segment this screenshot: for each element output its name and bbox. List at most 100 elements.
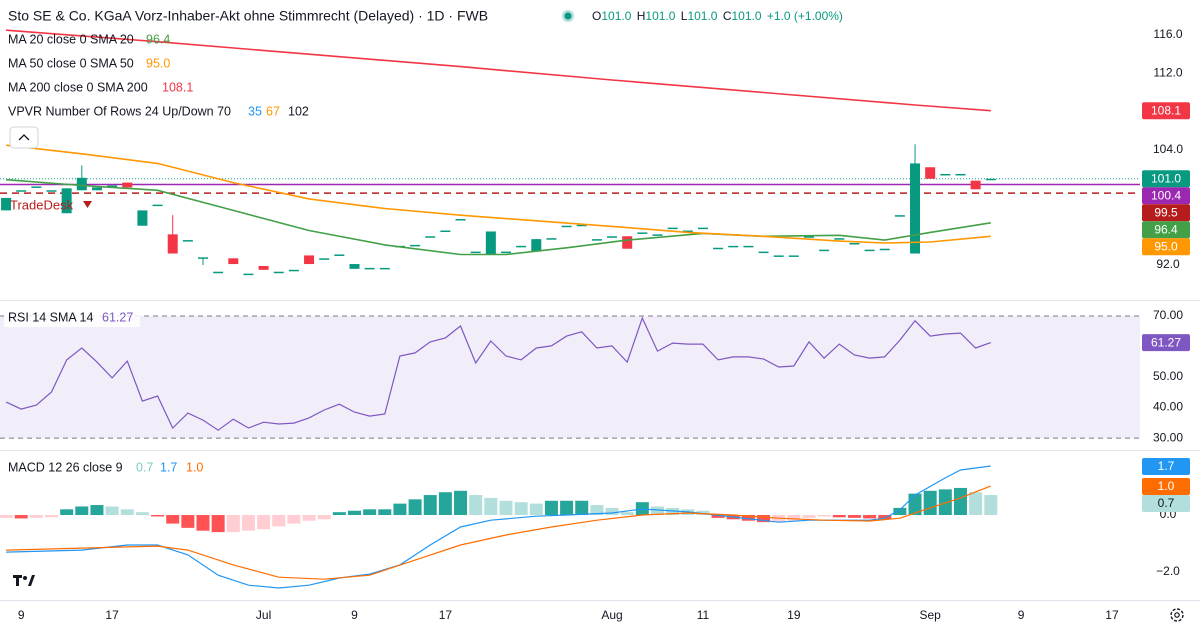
candle-body [16,190,27,192]
candle-body [576,224,587,227]
candle-body [728,245,739,248]
histogram-bar [211,515,225,533]
histogram-bar [423,495,437,516]
legend-value: 102 [288,104,309,118]
symbol-title: Sto SE & Co. KGaA Vorz-Inhaber-Akt ohne … [8,8,488,24]
rsi-line [5,316,992,431]
plot-area [0,29,1140,589]
status-dot [564,12,572,20]
candle-body [516,245,527,248]
candle-body [682,230,693,233]
ma-line [6,144,991,244]
x-tick-label: 17 [439,608,453,622]
price-badge [1142,238,1190,256]
histogram-bar [984,495,998,516]
histogram-bar [923,490,937,516]
legend-label: RSI 14 SMA 14 [8,310,94,324]
histogram-bar [438,492,452,516]
histogram-bar [151,515,165,517]
candle-body [243,273,254,276]
candle-body [288,269,299,272]
candle-body [137,210,148,226]
ohlc-value: 101.0 [732,9,762,23]
price-badge-label: 1.0 [1158,479,1175,493]
histogram-bar [893,507,907,516]
histogram-bar [605,507,619,516]
legend-backdrop [4,309,140,327]
legend-label: VPVR Number Of Rows 24 Up/Down 70 [8,104,231,118]
y-tick-label: 70.00 [1153,308,1183,322]
histogram-bar [787,515,801,521]
histogram-bar [953,487,967,516]
x-tick-label: 9 [18,608,25,622]
x-tick-label: Aug [601,608,622,622]
candle-body [61,188,72,214]
candle-body [258,265,269,270]
candle-body [622,236,633,249]
legend-label: MA 50 close 0 SMA 50 [8,56,134,70]
candle-body [607,236,618,238]
candle-body [334,254,345,256]
macd-line [6,465,991,589]
histogram-bar [650,506,664,516]
candle-body [152,204,163,207]
histogram-bar [711,515,725,518]
histogram-bar [832,515,846,518]
ohlc: O101.0 H101.0 L101.0 C101.0 +1.0 (+1.00%… [592,9,843,23]
candle-body [985,178,996,181]
histogram-bar [347,510,361,516]
x-tick-label: Sep [919,608,941,622]
candle-body [182,240,193,242]
price-badge-label: 95.0 [1154,239,1178,253]
y-tick-label: 112.0 [1153,65,1182,79]
histogram-bar [75,506,89,516]
histogram-bar [863,515,877,519]
candle-body [91,187,102,191]
logo[interactable] [10,566,38,594]
price-badge [1142,495,1190,513]
histogram-bar [560,500,574,516]
histogram-bar [408,499,422,516]
price-badge [1142,221,1190,239]
candle-body [410,244,421,247]
candle-body [500,251,511,254]
y-tick-label: 92.0 [1156,257,1180,271]
y-tick-label: 40.00 [1153,400,1183,414]
histogram-bar [499,500,513,516]
histogram-bar [802,515,816,518]
price-badge [1142,204,1190,222]
collapse-button[interactable] [9,126,39,149]
candle-body [107,185,118,187]
price-badge [1142,102,1190,120]
y-tick-label: −2.0 [1156,564,1180,578]
histogram-bar [741,515,755,521]
y-tick-label: 30.00 [1153,430,1183,444]
histogram-bar [938,489,952,516]
settings-button[interactable] [1170,608,1184,622]
histogram-bar [969,492,983,516]
x-tick-label: 9 [1018,608,1025,622]
histogram-bar [529,503,543,516]
candle-body [46,190,57,192]
candle-body [788,255,799,257]
price-badge-label: 1.7 [1158,459,1175,473]
histogram-bar [484,497,498,516]
ohlc-key: C [723,9,732,23]
histogram-bar [105,506,119,516]
histogram-bar [14,515,28,519]
histogram-bar [135,512,149,516]
histogram-bar [696,510,710,516]
legend-value: 0.7 [136,460,153,474]
histogram-bar [45,515,59,518]
trade-label: TradeDesk [10,197,74,212]
candle-body [713,247,724,250]
ohlc-value: 101.0 [687,9,717,23]
candle-body [652,234,663,236]
histogram-bar [317,515,331,520]
x-tick-label: 17 [105,608,119,622]
candle-body [364,267,375,270]
candle-body [273,271,284,274]
legend-value: 96.4 [146,32,170,46]
trade-arrow [83,201,92,208]
